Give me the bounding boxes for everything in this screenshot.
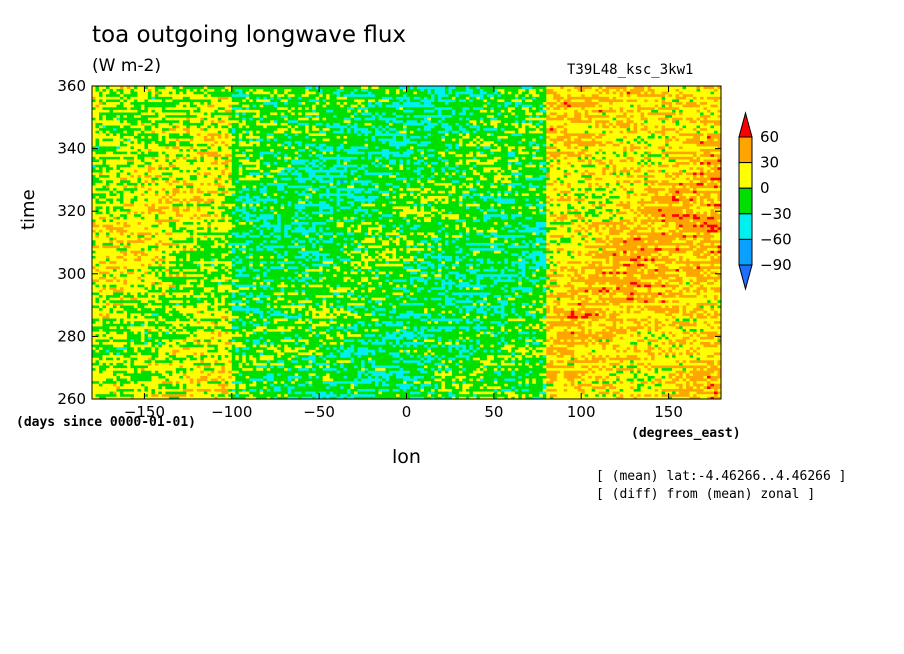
colorbar-label: 0 <box>760 179 770 197</box>
x-tick-label: 100 <box>567 403 596 421</box>
chart-units: (W m-2) <box>92 56 161 76</box>
x-tick-label: −100 <box>211 403 252 421</box>
colorbar-label: 30 <box>760 154 779 172</box>
x-axis-units: (degrees_east) <box>631 426 741 441</box>
x-tick-label: −150 <box>124 403 165 421</box>
x-tick-label: 0 <box>402 403 412 421</box>
x-axis-ticks: −150 −100 −50 0 50 100 150 <box>124 86 683 421</box>
y-tick-label: 320 <box>57 202 86 220</box>
y-tick-label: 360 <box>57 77 86 95</box>
colorbar-label: 60 <box>760 128 779 146</box>
x-axis-label: lon <box>392 446 421 468</box>
colorbar-label: −60 <box>760 230 792 248</box>
colorbar-segment <box>738 136 753 164</box>
y-tick-label: 260 <box>57 390 86 408</box>
colorbar-segment <box>738 162 753 189</box>
heatmap-field <box>92 86 721 399</box>
annotation-mean-lat: [ (mean) lat:-4.46266..4.46266 ] <box>596 469 846 484</box>
colorbar-segment <box>738 238 753 266</box>
x-tick-label: 50 <box>484 403 503 421</box>
colorbar-label: −30 <box>760 205 792 223</box>
x-tick-label: −50 <box>303 403 335 421</box>
colorbar-segment <box>738 187 753 215</box>
y-axis-ticks: 260 280 300 320 340 360 <box>57 77 721 408</box>
colorbar-extend-max <box>738 111 753 138</box>
run-label: T39L48_ksc_3kw1 <box>567 62 693 78</box>
colorbar-extend-min <box>738 264 753 291</box>
annotation-diff-zonal: [ (diff) from (mean) zonal ] <box>596 487 815 502</box>
colorbar: 60 30 0 −30 −60 −90 <box>738 111 792 291</box>
y-axis-units: (days since 0000-01-01) <box>16 415 196 430</box>
x-tick-label: 150 <box>654 403 683 421</box>
y-tick-label: 280 <box>57 327 86 345</box>
colorbar-label: −90 <box>760 256 792 274</box>
y-tick-label: 300 <box>57 265 86 283</box>
y-tick-label: 340 <box>57 140 86 158</box>
colorbar-segment <box>738 213 753 240</box>
chart-title: toa outgoing longwave flux <box>92 22 406 48</box>
